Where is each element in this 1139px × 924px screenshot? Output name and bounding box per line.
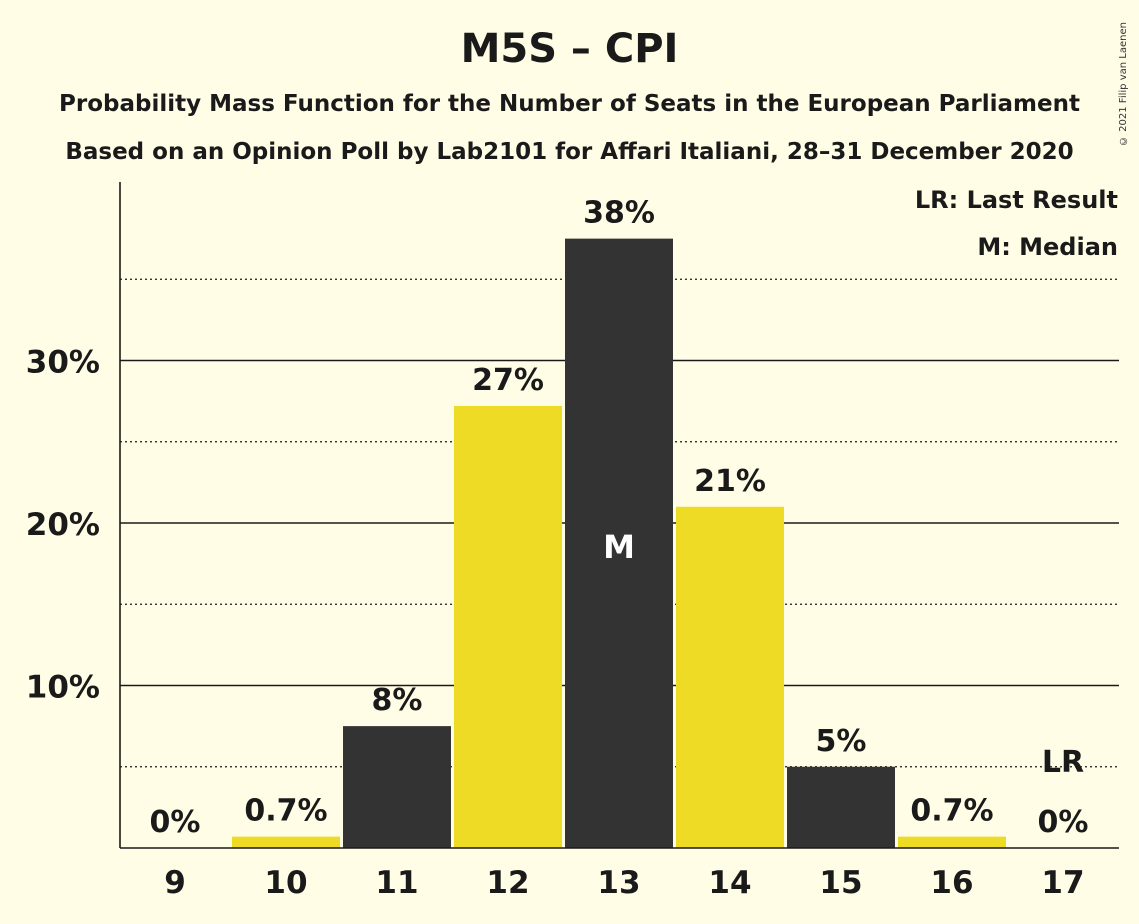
bar — [898, 836, 1006, 848]
bar — [454, 406, 562, 848]
x-tick-label: 11 — [375, 865, 418, 901]
x-tick-label: 13 — [597, 865, 640, 901]
median-marker: M — [603, 528, 635, 566]
last-result-marker: LR — [1042, 745, 1084, 780]
legend-last-result: LR: Last Result — [914, 186, 1118, 214]
x-tick-label: 10 — [264, 865, 307, 901]
data-label: 0.7% — [244, 794, 327, 829]
x-tick-label: 17 — [1041, 865, 1084, 901]
data-label: 0% — [150, 805, 201, 840]
data-label: 0.7% — [910, 794, 993, 829]
data-label: 8% — [372, 683, 423, 718]
bar — [343, 726, 451, 848]
bar — [787, 766, 895, 848]
chart-title: M5S – CPI — [460, 26, 679, 72]
bar — [565, 238, 673, 848]
chart-source-subtitle: Based on an Opinion Poll by Lab2101 for … — [65, 139, 1074, 165]
legend-median: M: Median — [977, 233, 1118, 261]
bar — [232, 836, 340, 848]
data-label: 38% — [583, 196, 655, 231]
data-label: 0% — [1038, 805, 1089, 840]
chart-subtitle: Probability Mass Function for the Number… — [59, 91, 1080, 117]
y-tick-label: 30% — [26, 345, 100, 381]
data-label: 27% — [472, 363, 544, 398]
y-tick-label: 20% — [26, 507, 100, 543]
x-tick-label: 12 — [486, 865, 529, 901]
x-tick-label: 15 — [819, 865, 862, 901]
data-label: 5% — [816, 724, 867, 759]
bar — [676, 506, 784, 848]
data-label: 21% — [694, 464, 766, 499]
x-tick-label: 14 — [708, 865, 751, 901]
y-tick-label: 10% — [26, 670, 100, 706]
x-tick-label: 9 — [164, 865, 186, 901]
x-tick-label: 16 — [930, 865, 973, 901]
